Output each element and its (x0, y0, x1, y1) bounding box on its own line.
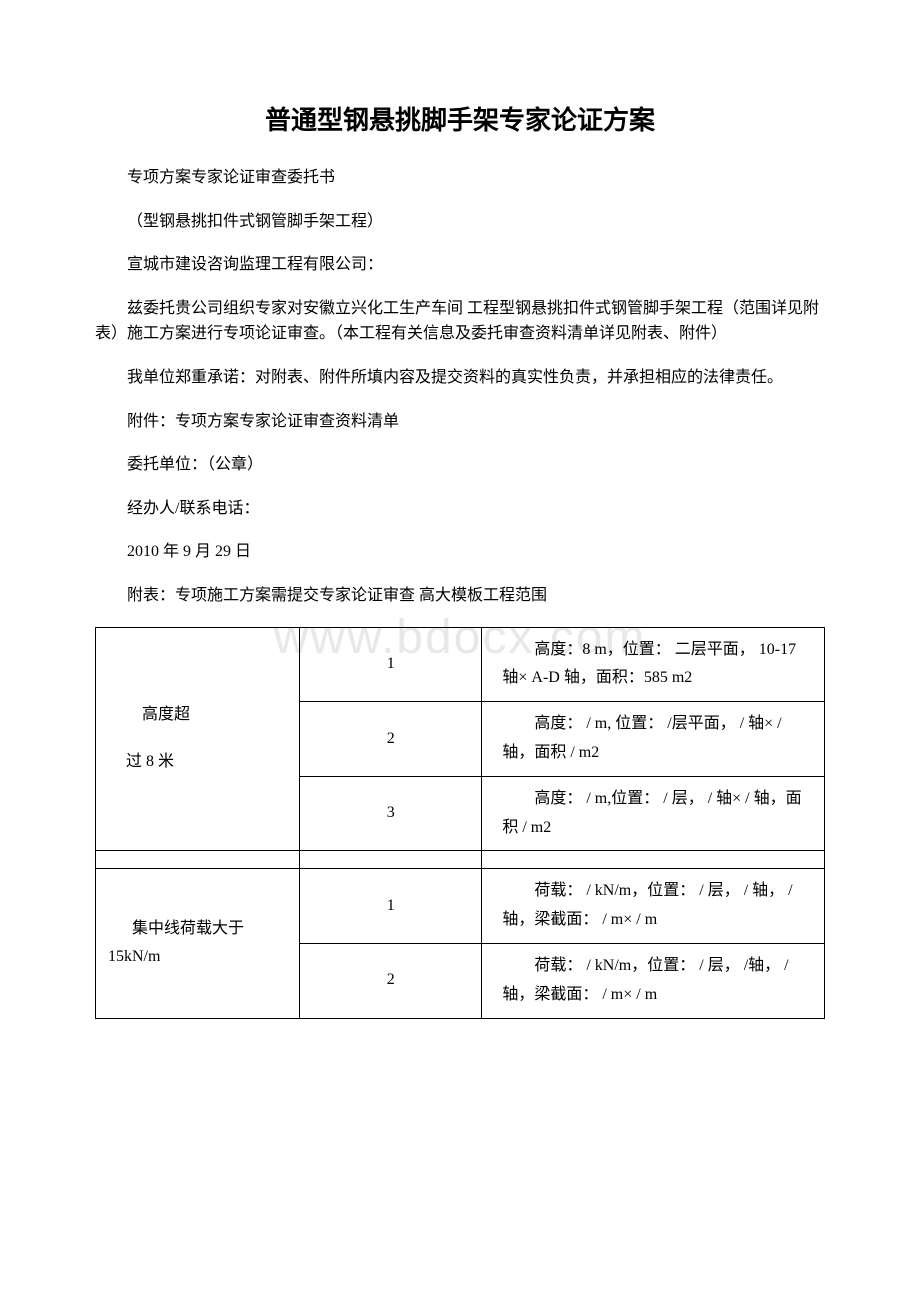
paragraph-body-2: 我单位郑重承诺：对附表、附件所填内容及提交资料的真实性负责，并承担相应的法律责任… (95, 365, 825, 391)
paragraph-body-1: 兹委托贵公司组织专家对安徽立兴化工生产车间 工程型钢悬挑扣件式钢管脚手架工程（范… (95, 296, 825, 347)
paragraph-attachment: 附件：专项方案专家论证审查资料清单 (95, 409, 825, 435)
paragraph-subtitle-1: 专项方案专家论证审查委托书 (95, 165, 825, 191)
row-number-cell: 1 (300, 869, 482, 944)
section-label-cell: 集中线荷载大于 15kN/m (96, 869, 300, 1018)
table-row: 高度超 过 8 米 1 高度：8 m，位置： 二层平面， 10-17 轴× A-… (96, 627, 825, 702)
table-spacer-row (96, 851, 825, 869)
spacer-cell (300, 851, 482, 869)
scope-table-container: 高度超 过 8 米 1 高度：8 m，位置： 二层平面， 10-17 轴× A-… (95, 627, 825, 1019)
paragraph-table-caption: 附表：专项施工方案需提交专家论证审查 高大模板工程范围 (95, 583, 825, 609)
row-desc-cell: 高度： / m, 位置： /层平面， / 轴× / 轴，面积 / m2 (482, 702, 825, 777)
document-title: 普通型钢悬挑脚手架专家论证方案 (95, 100, 825, 137)
paragraph-entrust-unit: 委托单位：（公章） (95, 452, 825, 478)
section-label-line: 过 8 米 (126, 748, 287, 777)
row-desc-cell: 高度：8 m，位置： 二层平面， 10-17 轴× A-D 轴，面积：585 m… (482, 627, 825, 702)
table-row: 集中线荷载大于 15kN/m 1 荷载： / kN/m，位置： / 层， / 轴… (96, 869, 825, 944)
paragraph-addressee: 宣城市建设咨询监理工程有限公司： (95, 252, 825, 278)
spacer-cell (482, 851, 825, 869)
paragraph-contact: 经办人/联系电话： (95, 496, 825, 522)
row-number-cell: 2 (300, 702, 482, 777)
section-label-line: 高度超 (126, 701, 287, 730)
row-desc-cell: 高度： / m,位置： / 层， / 轴× / 轴，面积 / m2 (482, 776, 825, 851)
row-number-cell: 3 (300, 776, 482, 851)
section-label-line: 15kN/m (108, 943, 287, 972)
section-label-cell: 高度超 过 8 米 (96, 627, 300, 851)
row-desc-cell: 荷载： / kN/m，位置： / 层， / 轴， / 轴，梁截面： / m× /… (482, 869, 825, 944)
row-number-cell: 2 (300, 943, 482, 1018)
row-number-cell: 1 (300, 627, 482, 702)
paragraph-date: 2010 年 9 月 29 日 (95, 539, 825, 565)
section-label-line: 集中线荷载大于 (108, 915, 287, 944)
row-desc-cell: 荷载： / kN/m，位置： / 层， /轴， / 轴，梁截面： / m× / … (482, 943, 825, 1018)
paragraph-subtitle-2: （型钢悬挑扣件式钢管脚手架工程） (95, 209, 825, 235)
scope-table: 高度超 过 8 米 1 高度：8 m，位置： 二层平面， 10-17 轴× A-… (95, 627, 825, 1019)
spacer-cell (96, 851, 300, 869)
